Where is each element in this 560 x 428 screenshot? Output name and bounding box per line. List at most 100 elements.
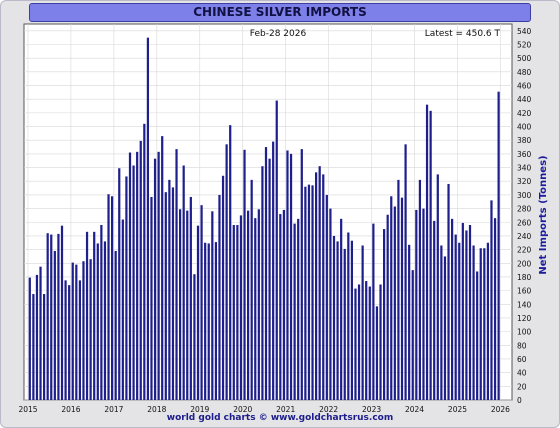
- bar: [383, 229, 386, 400]
- bar: [418, 179, 422, 400]
- bar: [143, 123, 146, 400]
- bar: [96, 243, 99, 400]
- bar: [39, 266, 42, 400]
- bar: [476, 271, 479, 400]
- title-bar: CHINESE SILVER IMPORTS: [29, 3, 531, 22]
- bar: [257, 209, 260, 400]
- bar: [207, 243, 210, 400]
- bar: [429, 110, 432, 400]
- y-tick-label: 520: [517, 41, 532, 50]
- y-tick-label: 240: [517, 232, 532, 241]
- date-label: Feb-28 2026: [250, 29, 307, 39]
- bar: [60, 225, 64, 400]
- bar: [168, 179, 171, 400]
- y-tick-label: 460: [517, 82, 532, 91]
- bar: [46, 233, 49, 400]
- bar: [264, 147, 268, 400]
- x-tick-label: 2020: [233, 405, 252, 414]
- bar: [451, 218, 454, 400]
- x-tick-label: 2016: [61, 405, 80, 414]
- x-tick-label: 2018: [147, 405, 166, 414]
- bar: [218, 194, 221, 400]
- bar: [164, 192, 167, 400]
- bar: [35, 274, 39, 400]
- bar: [279, 214, 282, 400]
- x-tick-label: 2021: [276, 405, 295, 414]
- x-tick-label: 2022: [319, 405, 338, 414]
- bar: [454, 234, 457, 400]
- bar: [128, 152, 132, 400]
- bar: [375, 306, 379, 400]
- bar: [232, 224, 235, 400]
- bar: [490, 200, 493, 400]
- bar: [196, 225, 200, 400]
- bar: [103, 241, 107, 400]
- bar: [379, 284, 382, 400]
- bar: [146, 37, 150, 401]
- bar: [243, 149, 246, 400]
- bar: [472, 245, 475, 400]
- bar: [100, 224, 103, 400]
- bar: [304, 186, 307, 400]
- x-tick-label: 2023: [362, 405, 381, 414]
- bar: [211, 211, 214, 400]
- bar: [272, 141, 275, 400]
- bar: [357, 284, 361, 400]
- bar: [461, 222, 464, 400]
- y-tick-label: 300: [517, 191, 532, 200]
- bar: [282, 209, 286, 400]
- bar: [214, 242, 218, 400]
- bar: [411, 270, 414, 400]
- y-axis-label: Net Imports (Tonnes): [538, 155, 549, 274]
- chart-title: CHINESE SILVER IMPORTS: [193, 5, 367, 19]
- bar: [393, 206, 396, 400]
- x-tick-label: 2015: [18, 405, 37, 414]
- bar: [372, 223, 375, 400]
- bar: [247, 210, 250, 400]
- bar: [57, 233, 60, 400]
- bar: [443, 256, 447, 400]
- bar: [458, 242, 461, 400]
- bar: [315, 172, 318, 400]
- bar: [325, 194, 328, 400]
- x-tick-label: 2026: [491, 405, 510, 414]
- bar: [354, 288, 357, 400]
- bar: [189, 196, 192, 400]
- bar: [150, 196, 153, 400]
- bar: [161, 136, 164, 400]
- bar: [311, 185, 314, 400]
- bar: [93, 231, 96, 400]
- y-tick-label: 180: [517, 273, 532, 282]
- y-tick-label: 0: [517, 396, 522, 405]
- bar: [111, 196, 114, 400]
- bar: [297, 218, 300, 400]
- bar: [64, 280, 67, 400]
- bar: [386, 214, 389, 400]
- y-tick-label: 440: [517, 95, 532, 104]
- bar: [368, 286, 371, 400]
- bar: [204, 242, 207, 400]
- bar: [440, 245, 443, 400]
- bar: [300, 149, 303, 400]
- bar: [132, 165, 135, 400]
- bar: [139, 140, 142, 400]
- bar: [186, 210, 189, 400]
- bar: [365, 281, 368, 400]
- bar: [422, 208, 425, 400]
- y-axis-ticks: 0 20 40 60 80 100 120 140 160 180 200 220 240 260 280 3…: [517, 27, 532, 405]
- x-axis-ticks: 2015 2016 2017 2018 2019 2020 2021 2022 2023 2024…: [18, 405, 510, 414]
- bar: [307, 184, 311, 400]
- y-tick-label: 100: [517, 328, 532, 337]
- bar: [415, 209, 418, 400]
- y-tick-label: 40: [517, 369, 527, 378]
- bar-layer: [28, 37, 500, 401]
- bar: [289, 153, 293, 400]
- bar: [225, 144, 228, 400]
- bar: [43, 294, 46, 400]
- bar: [68, 285, 71, 400]
- y-tick-label: 220: [517, 246, 532, 255]
- bar: [286, 150, 289, 400]
- bar: [479, 248, 482, 400]
- bar: [107, 194, 110, 400]
- bar: [85, 231, 89, 400]
